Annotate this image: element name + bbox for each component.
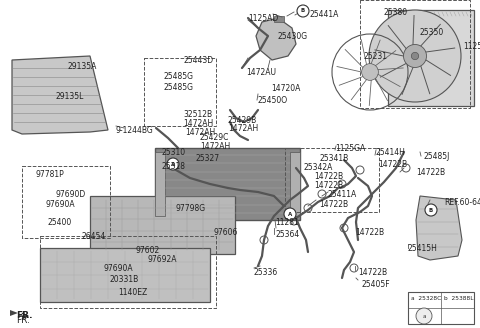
Text: 32512B: 32512B [183, 110, 212, 119]
Text: B: B [301, 9, 305, 13]
Text: 25342A: 25342A [303, 163, 332, 172]
Text: 11281: 11281 [275, 218, 299, 227]
Text: 1472AH: 1472AH [185, 128, 215, 137]
Text: 14722B: 14722B [358, 268, 387, 277]
Text: 97798G: 97798G [175, 204, 205, 213]
Text: 14722B: 14722B [319, 200, 348, 209]
Circle shape [425, 204, 437, 216]
Circle shape [284, 208, 296, 220]
Text: 97692A: 97692A [148, 255, 178, 264]
Text: 29135L: 29135L [56, 92, 84, 101]
Polygon shape [12, 56, 108, 134]
Text: 97690A: 97690A [104, 264, 133, 273]
Bar [274, 16, 284, 22]
Text: 25441A: 25441A [310, 10, 339, 19]
Bar [290, 152, 300, 216]
Text: 25485J: 25485J [423, 152, 449, 161]
Circle shape [361, 64, 378, 80]
Circle shape [404, 45, 427, 68]
Text: 1472AH: 1472AH [183, 119, 213, 128]
Text: 14722B: 14722B [416, 168, 445, 177]
Text: 1125EY: 1125EY [463, 42, 480, 51]
Text: 25443D: 25443D [183, 56, 213, 65]
Text: 9-1244BG: 9-1244BG [115, 126, 153, 135]
Text: 25310: 25310 [161, 148, 185, 157]
Text: 14722B: 14722B [378, 160, 407, 169]
Text: 20331B: 20331B [110, 275, 139, 284]
Text: REF.60-640: REF.60-640 [444, 198, 480, 207]
Circle shape [416, 308, 432, 324]
Text: 97690D: 97690D [55, 190, 85, 199]
Text: 97781P: 97781P [36, 170, 65, 179]
Text: FR.: FR. [16, 316, 30, 325]
Text: 14722B: 14722B [314, 181, 343, 190]
Text: A: A [171, 161, 175, 167]
Bar [155, 152, 165, 216]
Text: 1472AH: 1472AH [228, 124, 258, 133]
Text: 97606: 97606 [214, 228, 239, 237]
Text: 25318: 25318 [161, 162, 185, 171]
Text: 1125AD: 1125AD [248, 14, 278, 23]
Polygon shape [416, 196, 462, 260]
Text: 25327: 25327 [196, 154, 220, 163]
Text: 1140EZ: 1140EZ [118, 288, 147, 297]
Text: 25364: 25364 [275, 230, 299, 239]
Text: 25400: 25400 [47, 218, 71, 227]
Text: 25341B: 25341B [320, 154, 349, 163]
Text: 25429B: 25429B [228, 116, 257, 125]
Bar [360, 0, 470, 108]
Text: 25411A: 25411A [327, 190, 356, 199]
Bar [22, 166, 110, 238]
Text: 25485G: 25485G [163, 83, 193, 92]
Polygon shape [10, 310, 18, 316]
Text: 25485G: 25485G [163, 72, 193, 81]
Text: 1472AH: 1472AH [200, 142, 230, 151]
Text: 14720A: 14720A [271, 84, 300, 93]
Text: 25231: 25231 [363, 52, 387, 61]
Text: a: a [422, 314, 426, 318]
Text: 14722B: 14722B [314, 172, 343, 181]
Bar [40, 236, 216, 308]
Text: 14722B: 14722B [355, 228, 384, 237]
Bar [285, 148, 379, 212]
Text: 25350: 25350 [420, 28, 444, 37]
Circle shape [369, 10, 461, 102]
Text: 29135A: 29135A [68, 62, 97, 71]
Text: FR.: FR. [16, 312, 33, 320]
Text: 25450O: 25450O [257, 96, 287, 105]
Text: 25380: 25380 [384, 8, 408, 17]
Polygon shape [256, 18, 296, 60]
Text: 25415H: 25415H [408, 244, 438, 253]
Circle shape [411, 52, 419, 60]
Text: 25429C: 25429C [200, 133, 229, 142]
Bar [90, 196, 235, 254]
Text: 97690A: 97690A [46, 200, 76, 209]
Text: 25336: 25336 [254, 268, 278, 277]
Text: B: B [429, 208, 433, 213]
Text: b  25388L: b 25388L [444, 296, 473, 301]
Text: 1472AU: 1472AU [246, 68, 276, 77]
Text: 25430G: 25430G [278, 32, 308, 41]
Bar [408, 292, 474, 324]
Text: 97602: 97602 [135, 246, 159, 255]
Circle shape [297, 5, 309, 17]
Text: 25414H: 25414H [376, 148, 406, 157]
Bar [388, 10, 474, 106]
Text: A: A [288, 212, 292, 216]
Text: 25405F: 25405F [362, 280, 391, 289]
Bar [408, 292, 474, 324]
Text: 1125GA: 1125GA [335, 144, 365, 153]
Circle shape [167, 158, 179, 170]
Text: a  25328C: a 25328C [411, 296, 441, 301]
Text: 26454: 26454 [82, 232, 106, 241]
Bar [144, 58, 216, 126]
Bar [155, 148, 300, 220]
Bar [40, 248, 210, 302]
